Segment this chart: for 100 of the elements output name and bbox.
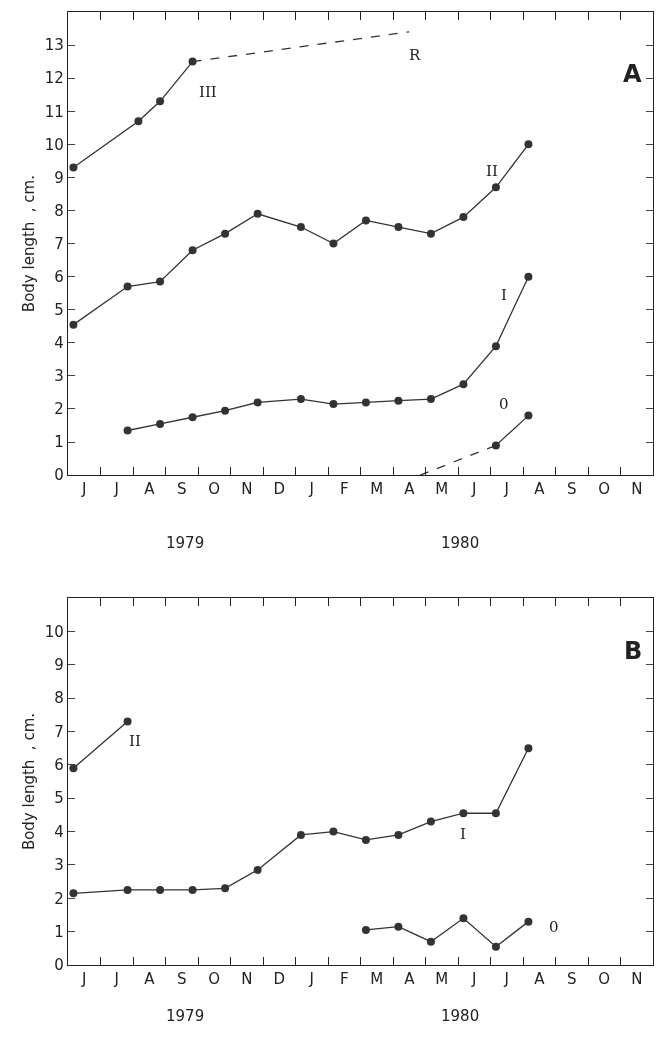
y-tick-label: 9 [54, 656, 64, 675]
point [491, 441, 500, 450]
point [134, 117, 143, 126]
y-tick-label: 0 [54, 956, 64, 975]
point [491, 809, 500, 818]
x-tick-label: S [566, 970, 577, 989]
y-tick-label: 3 [54, 367, 64, 386]
point [491, 942, 500, 951]
y-axis-title: Body length , cm. [20, 712, 39, 851]
x-tick-label: J [503, 970, 509, 989]
x-tick-label: D [273, 480, 286, 499]
x-tick-label: A [144, 480, 156, 499]
point [156, 419, 165, 428]
point [221, 884, 230, 893]
x-tick-label: D [273, 970, 286, 989]
y-tick-label: 7 [54, 234, 64, 253]
point [69, 320, 78, 329]
point [459, 213, 468, 222]
y-tick-label: 9 [54, 168, 64, 187]
x-tick-label: M [435, 970, 449, 989]
y-tick-label: 5 [54, 789, 64, 808]
point [253, 209, 262, 218]
y-tick-label: 6 [54, 756, 64, 775]
point [491, 342, 500, 351]
point [394, 223, 403, 232]
y-tick-label: 0 [54, 466, 64, 485]
point [394, 396, 403, 405]
text: 1980 [441, 534, 480, 552]
point [361, 216, 370, 225]
point [426, 395, 435, 404]
x-tick-label: F [339, 480, 349, 499]
y-tick-label: 4 [54, 334, 64, 353]
y-tick-label: 1 [54, 433, 64, 452]
x-tick-label: J [81, 480, 87, 499]
y-tick-label: 2 [54, 889, 64, 908]
point [426, 229, 435, 238]
point [188, 246, 197, 255]
x-tick-label: O [598, 970, 611, 989]
text: 1979 [166, 1007, 205, 1025]
text: 1980 [441, 1007, 480, 1025]
annotation: I [501, 286, 507, 304]
x-tick-label: J [308, 970, 314, 989]
x-tick-label: N [631, 480, 643, 499]
y-tick-label: 5 [54, 300, 64, 319]
point [361, 835, 370, 844]
y-tick-label: 13 [44, 36, 64, 55]
x-tick-label: M [370, 970, 384, 989]
x-tick-label: N [631, 970, 643, 989]
x-tick-label: A [404, 970, 416, 989]
x-tick-label: J [471, 970, 477, 989]
y-tick-label: 2 [54, 400, 64, 419]
point [123, 717, 132, 726]
annotation: II [486, 162, 498, 180]
point [156, 277, 165, 286]
x-tick-label: J [81, 970, 87, 989]
point [491, 183, 500, 192]
x-tick-label: O [598, 480, 611, 499]
point [253, 865, 262, 874]
y-tick-label: 10 [44, 622, 64, 641]
x-tick-label: A [534, 970, 546, 989]
x-tick-label: S [566, 480, 577, 499]
point [361, 398, 370, 407]
point [221, 229, 230, 238]
point [459, 380, 468, 389]
y-axis-title: Body length , cm. [20, 175, 39, 313]
y-tick-label: 11 [44, 102, 64, 121]
y-tick-label: 8 [54, 201, 64, 220]
x-tick-label: S [176, 970, 187, 989]
point [329, 400, 338, 409]
point [156, 885, 165, 894]
x-tick-label: J [308, 480, 314, 499]
point [459, 914, 468, 923]
x-tick-label: J [113, 480, 119, 499]
point [329, 239, 338, 248]
point [188, 413, 197, 422]
y-tick-label: 4 [54, 822, 64, 841]
point [188, 885, 197, 894]
point [524, 917, 533, 926]
annotation: III [199, 83, 217, 101]
point [394, 830, 403, 839]
x-tick-label: J [113, 970, 119, 989]
annotation: 0 [499, 395, 509, 413]
x-tick-label: M [435, 480, 449, 499]
point [524, 411, 533, 420]
y-tick-label: 7 [54, 722, 64, 741]
point [394, 922, 403, 931]
point [296, 223, 305, 232]
point [69, 889, 78, 898]
point [123, 282, 132, 291]
x-tick-label: N [241, 480, 253, 499]
point [69, 163, 78, 172]
annotation: II [129, 732, 141, 750]
point [123, 885, 132, 894]
x-tick-label: O [208, 480, 221, 499]
point [156, 97, 165, 106]
annotation: A [623, 60, 642, 88]
point [253, 398, 262, 407]
point [524, 140, 533, 149]
y-tick-label: 12 [44, 69, 64, 88]
point [123, 426, 132, 435]
